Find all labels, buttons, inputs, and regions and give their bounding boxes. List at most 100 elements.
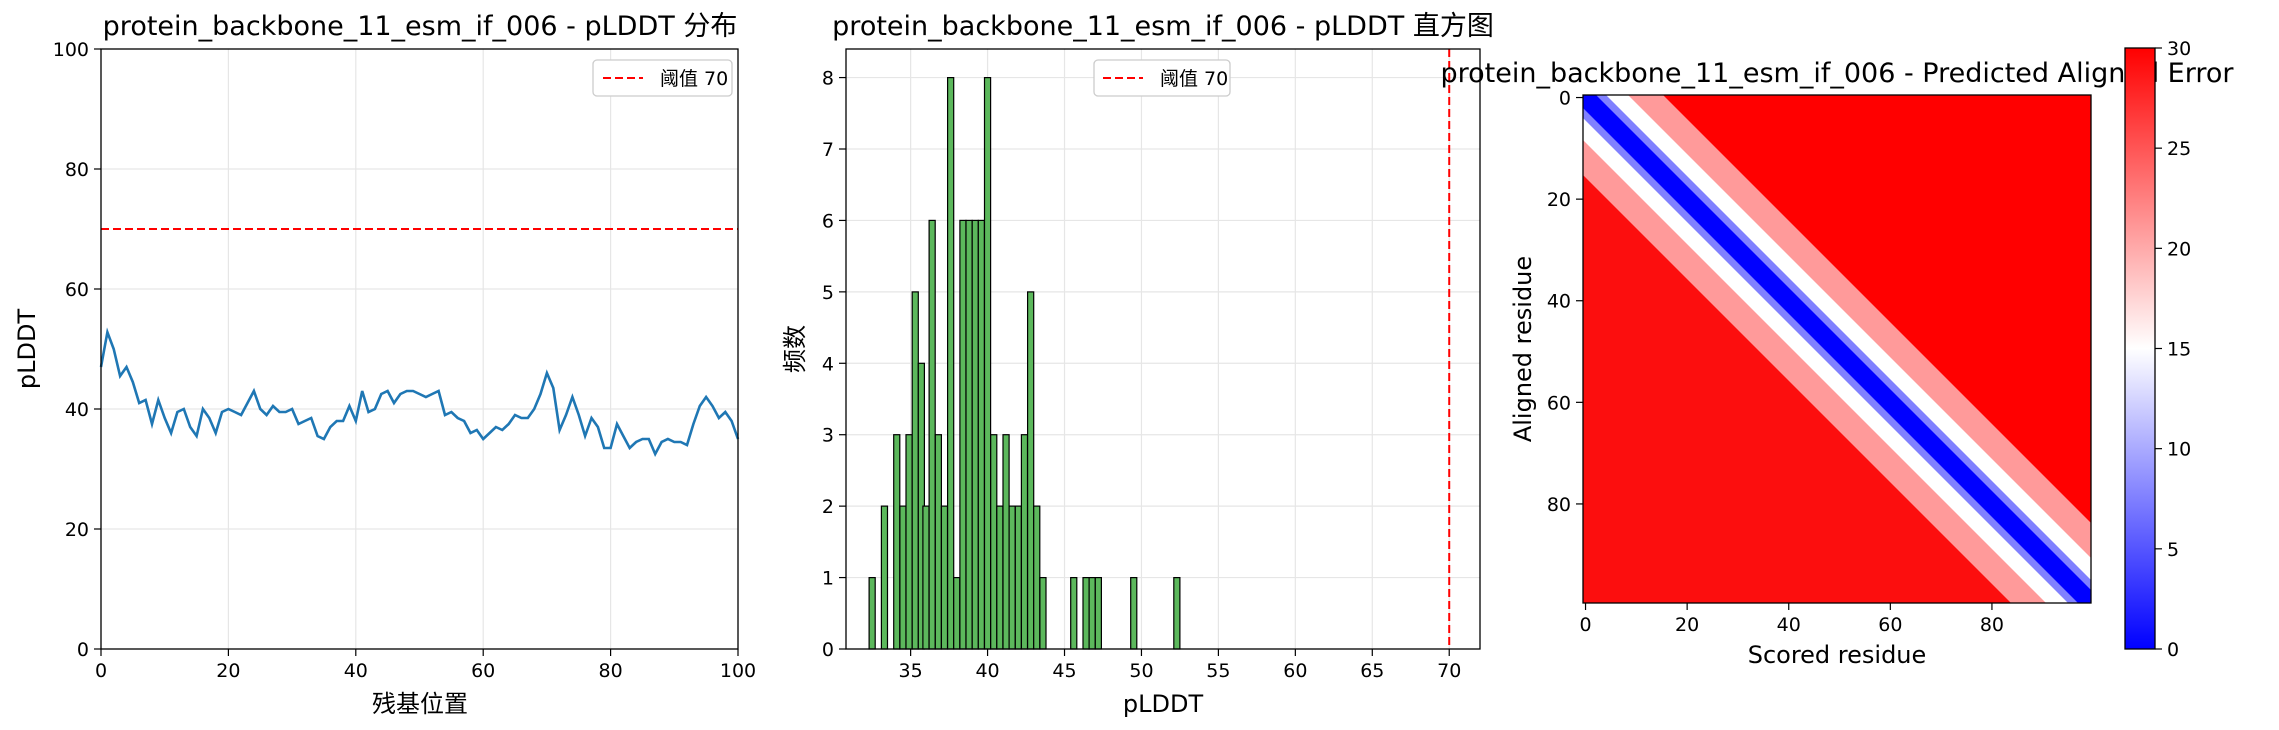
histogram-bar: [977, 219, 985, 650]
x-tick-label: 60: [1878, 614, 1902, 636]
line-chart-ylabel: pLDDT: [13, 309, 41, 390]
y-tick-label: 1: [822, 568, 834, 590]
x-tick-label: 50: [1129, 660, 1153, 682]
histogram-bar: [1002, 434, 1010, 650]
histogram-ylabel: 频数: [781, 325, 809, 373]
histogram-bar: [1173, 576, 1181, 650]
histogram-bar: [911, 291, 919, 650]
x-tick-label: 55: [1206, 660, 1230, 682]
histogram-bar: [983, 76, 992, 650]
y-tick-label: 60: [65, 279, 89, 301]
pae-heatmap-frame: [1582, 94, 2092, 604]
colorbar: [2124, 47, 2156, 650]
colorbar-tick-label: 0: [2167, 639, 2179, 661]
line-chart-ticks: 0 20 40 60 80 100 0 20 40 60 80 100: [53, 39, 756, 682]
y-tick-label: 7: [822, 139, 834, 161]
x-tick-label: 40: [344, 660, 368, 682]
histogram-bar: [934, 434, 942, 650]
histogram-bar: [868, 576, 876, 650]
line-chart-xlabel: 残基位置: [372, 690, 468, 718]
line-chart-plot-area: [101, 49, 738, 649]
y-tick-label: 40: [65, 399, 89, 421]
histogram-bar: [946, 76, 955, 650]
histogram-bar: [996, 505, 1004, 650]
x-tick-label: 60: [471, 660, 495, 682]
pae-heatmap-ticks: 0 20 40 60 80 0 20 40 60 80: [1547, 88, 2004, 636]
colorbar-tick-label: 25: [2167, 138, 2191, 160]
legend-threshold-label: 阈值 70: [1160, 68, 1228, 90]
line-chart-frame: [100, 48, 739, 650]
pae-heatmap-ylabel: Aligned residue: [1509, 256, 1537, 442]
histogram-bar: [1130, 576, 1138, 650]
x-tick-label: 100: [720, 660, 756, 682]
histogram-bar: [1082, 576, 1090, 650]
histogram-bar: [922, 505, 930, 650]
x-tick-label: 20: [216, 660, 240, 682]
y-tick-label: 40: [1547, 291, 1571, 313]
y-tick-label: 4: [822, 353, 834, 375]
histogram-bar: [899, 505, 907, 650]
y-tick-label: 8: [822, 68, 834, 90]
y-tick-label: 6: [822, 210, 834, 232]
line-chart-title: protein_backbone_11_esm_if_006 - pLDDT 分…: [103, 11, 738, 42]
histogram-frame: [845, 48, 1481, 650]
y-tick-label: 0: [822, 639, 834, 661]
pae-heatmap-title: protein_backbone_11_esm_if_006 - Predict…: [1440, 58, 2234, 89]
y-tick-label: 0: [77, 639, 89, 661]
line-chart-legend: 阈值 70: [592, 59, 733, 97]
y-tick-label: 100: [53, 39, 89, 61]
y-tick-label: 60: [1547, 392, 1571, 414]
histogram-bar: [1020, 434, 1029, 650]
colorbar-tick-label: 5: [2167, 539, 2179, 561]
colorbar-ticks: 0 5 10 15 20 25 30: [2155, 38, 2191, 661]
x-tick-label: 45: [1052, 660, 1076, 682]
colorbar-tick-label: 30: [2167, 38, 2191, 60]
x-tick-label: 80: [1980, 614, 2004, 636]
histogram-bar: [990, 434, 998, 650]
histogram-bar: [940, 505, 949, 650]
x-tick-label: 0: [1579, 614, 1591, 636]
x-tick-label: 35: [899, 660, 923, 682]
histogram-xlabel: pLDDT: [1123, 690, 1204, 718]
legend-threshold-label: 阈值 70: [660, 68, 728, 90]
colorbar-tick-label: 20: [2167, 238, 2191, 260]
legend-box: [1093, 59, 1231, 97]
x-tick-label: 60: [1283, 660, 1307, 682]
x-tick-label: 80: [599, 660, 623, 682]
y-tick-label: 20: [1547, 189, 1571, 211]
line-chart-panel: 0 20 40 60 80 100 0 20 40 60 80 100 protein_backbon…: [13, 11, 756, 718]
histogram-bar: [1033, 505, 1041, 650]
y-tick-label: 80: [65, 159, 89, 181]
histogram-bar: [1094, 576, 1103, 650]
histogram-bar: [971, 219, 979, 650]
plddt-line: [99, 327, 740, 458]
histogram-bar: [880, 505, 889, 650]
histogram-bar: [1070, 576, 1078, 650]
x-tick-label: 65: [1360, 660, 1384, 682]
histogram-bar: [893, 434, 901, 650]
x-tick-label: 20: [1675, 614, 1699, 636]
x-tick-label: 0: [95, 660, 107, 682]
y-tick-label: 5: [822, 282, 834, 304]
histogram-bar: [1088, 576, 1096, 650]
y-tick-label: 2: [822, 496, 834, 518]
legend-box: [592, 59, 733, 97]
x-tick-label: 70: [1437, 660, 1461, 682]
colorbar-tick-label: 10: [2167, 439, 2191, 461]
histogram-bars: [868, 76, 1181, 650]
y-tick-label: 80: [1547, 494, 1571, 516]
histogram-bar: [1014, 505, 1022, 650]
pae-heatmap-image: [1583, 95, 2091, 603]
histogram-bar: [928, 219, 936, 650]
histogram-legend: 阈值 70: [1093, 59, 1231, 97]
y-tick-label: 3: [822, 425, 834, 447]
colorbar-tick-label: 15: [2167, 339, 2191, 361]
histogram-bar: [1039, 576, 1047, 650]
histogram-bar: [905, 434, 913, 650]
histogram-bar: [965, 219, 973, 650]
histogram-bar: [1026, 291, 1035, 650]
x-tick-label: 40: [975, 660, 999, 682]
